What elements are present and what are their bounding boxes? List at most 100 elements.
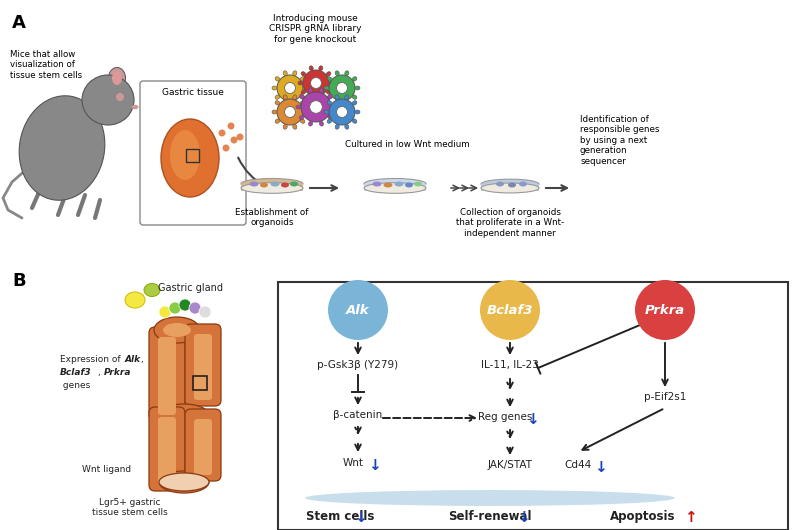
Ellipse shape bbox=[352, 119, 357, 123]
Ellipse shape bbox=[299, 115, 304, 119]
Ellipse shape bbox=[319, 88, 323, 93]
Ellipse shape bbox=[414, 181, 422, 187]
Ellipse shape bbox=[324, 110, 329, 114]
Ellipse shape bbox=[496, 181, 504, 187]
Text: B: B bbox=[12, 272, 26, 290]
Bar bbox=[193, 376, 207, 390]
Circle shape bbox=[277, 75, 303, 101]
Bar bbox=[186, 149, 199, 162]
Ellipse shape bbox=[275, 119, 280, 123]
Ellipse shape bbox=[159, 471, 209, 493]
Ellipse shape bbox=[481, 183, 539, 193]
Ellipse shape bbox=[293, 71, 297, 76]
Circle shape bbox=[116, 93, 124, 101]
Text: Identification of
responsible genes
by using a next
generation
sequencer: Identification of responsible genes by u… bbox=[580, 115, 659, 165]
Circle shape bbox=[329, 75, 355, 101]
FancyBboxPatch shape bbox=[185, 324, 221, 406]
Circle shape bbox=[179, 299, 191, 311]
Text: Cultured in low Wnt medium: Cultured in low Wnt medium bbox=[345, 140, 470, 149]
Ellipse shape bbox=[260, 182, 268, 188]
Ellipse shape bbox=[298, 81, 303, 85]
Text: ↓: ↓ bbox=[594, 460, 606, 475]
Circle shape bbox=[218, 129, 226, 137]
Ellipse shape bbox=[508, 182, 516, 188]
Text: Mice that allow
visualization of
tissue stem cells: Mice that allow visualization of tissue … bbox=[10, 50, 82, 80]
Text: β-catenin: β-catenin bbox=[334, 410, 382, 420]
Circle shape bbox=[337, 83, 347, 93]
Text: Wnt ligand: Wnt ligand bbox=[82, 465, 131, 474]
Circle shape bbox=[303, 70, 329, 96]
Ellipse shape bbox=[241, 179, 303, 189]
Ellipse shape bbox=[19, 96, 105, 200]
Circle shape bbox=[285, 107, 295, 118]
Circle shape bbox=[222, 145, 230, 152]
Ellipse shape bbox=[293, 95, 297, 100]
Ellipse shape bbox=[327, 95, 332, 99]
Text: Cd44: Cd44 bbox=[564, 460, 592, 470]
Text: p-Gsk3β (Y279): p-Gsk3β (Y279) bbox=[318, 360, 398, 370]
Ellipse shape bbox=[481, 179, 539, 189]
Text: ↓: ↓ bbox=[368, 458, 380, 473]
Ellipse shape bbox=[283, 71, 287, 76]
Text: Expression of: Expression of bbox=[60, 355, 123, 364]
Ellipse shape bbox=[300, 101, 305, 105]
Circle shape bbox=[328, 280, 388, 340]
Ellipse shape bbox=[170, 130, 200, 180]
Text: Alk: Alk bbox=[346, 304, 370, 316]
Ellipse shape bbox=[328, 94, 333, 99]
FancyBboxPatch shape bbox=[194, 334, 212, 400]
Ellipse shape bbox=[161, 119, 219, 197]
Text: genes: genes bbox=[60, 381, 90, 390]
Ellipse shape bbox=[275, 101, 280, 105]
Bar bbox=[241, 184, 244, 191]
Text: Introducing mouse
CRISPR gRNA library
for gene knockout: Introducing mouse CRISPR gRNA library fo… bbox=[269, 14, 362, 44]
Ellipse shape bbox=[159, 473, 209, 491]
FancyBboxPatch shape bbox=[140, 81, 246, 225]
Text: ↑: ↑ bbox=[684, 510, 696, 525]
Ellipse shape bbox=[327, 119, 332, 123]
Ellipse shape bbox=[309, 66, 314, 70]
Text: Gastric gland: Gastric gland bbox=[158, 283, 222, 293]
FancyBboxPatch shape bbox=[149, 327, 185, 421]
Ellipse shape bbox=[275, 77, 280, 81]
Ellipse shape bbox=[394, 181, 403, 187]
Text: ↓: ↓ bbox=[354, 510, 366, 525]
Circle shape bbox=[189, 302, 201, 314]
Text: Bclaf3: Bclaf3 bbox=[60, 368, 92, 377]
Bar bbox=[536, 184, 539, 191]
Ellipse shape bbox=[300, 77, 305, 81]
Ellipse shape bbox=[154, 317, 200, 343]
FancyBboxPatch shape bbox=[149, 407, 185, 491]
Circle shape bbox=[169, 302, 181, 314]
Circle shape bbox=[277, 99, 303, 125]
Ellipse shape bbox=[303, 110, 308, 114]
Bar bbox=[278, 282, 788, 530]
Ellipse shape bbox=[329, 81, 334, 85]
Ellipse shape bbox=[309, 121, 313, 126]
Ellipse shape bbox=[309, 95, 314, 100]
Ellipse shape bbox=[345, 95, 349, 100]
Ellipse shape bbox=[290, 181, 298, 187]
Ellipse shape bbox=[364, 179, 426, 189]
Ellipse shape bbox=[159, 404, 209, 426]
Ellipse shape bbox=[345, 71, 349, 76]
Ellipse shape bbox=[272, 110, 277, 114]
Ellipse shape bbox=[327, 101, 332, 105]
Ellipse shape bbox=[405, 182, 413, 188]
Circle shape bbox=[199, 306, 211, 318]
Ellipse shape bbox=[299, 94, 304, 99]
Ellipse shape bbox=[283, 124, 287, 129]
Ellipse shape bbox=[326, 72, 331, 76]
Ellipse shape bbox=[82, 75, 134, 125]
Ellipse shape bbox=[272, 86, 277, 90]
Ellipse shape bbox=[352, 77, 357, 81]
Ellipse shape bbox=[250, 181, 258, 187]
Ellipse shape bbox=[335, 100, 339, 105]
Ellipse shape bbox=[352, 95, 357, 99]
Ellipse shape bbox=[373, 181, 382, 187]
Ellipse shape bbox=[305, 490, 675, 506]
Text: Apoptosis: Apoptosis bbox=[610, 510, 676, 523]
Ellipse shape bbox=[109, 67, 126, 89]
Ellipse shape bbox=[275, 95, 280, 99]
Ellipse shape bbox=[319, 121, 323, 126]
